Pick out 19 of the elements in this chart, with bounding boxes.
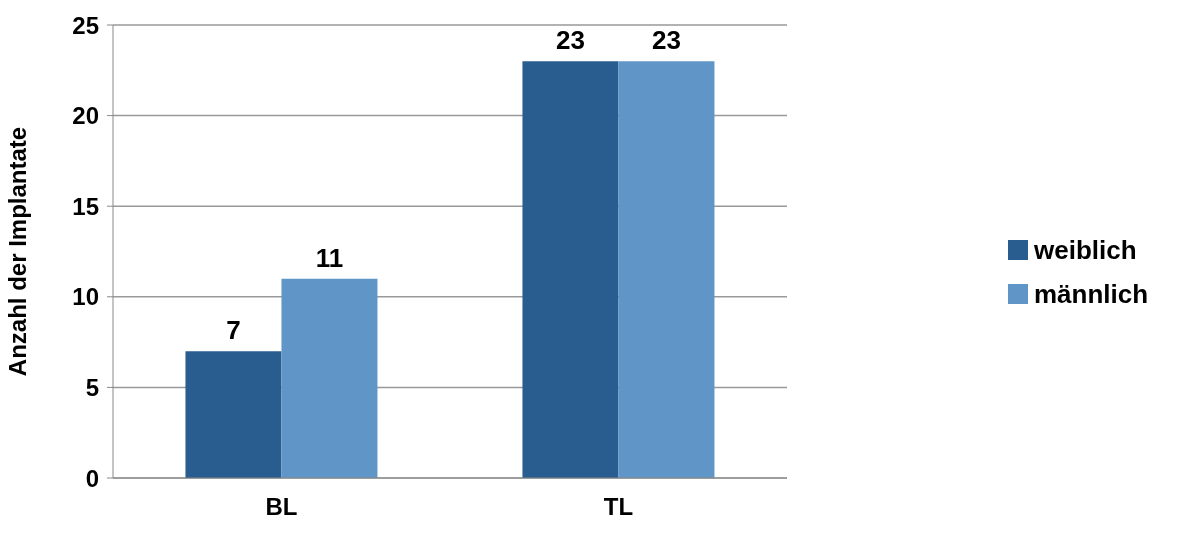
x-tick-label: BL: [265, 493, 298, 521]
data-label: 11: [315, 242, 344, 273]
x-tick-label: TL: [603, 493, 634, 521]
y-tick-label: 15: [72, 192, 99, 220]
legend-label: weiblich: [1034, 234, 1137, 266]
bar: [618, 61, 715, 478]
y-tick-label: 10: [72, 283, 99, 311]
bar: [185, 351, 282, 478]
y-tick-label: 20: [72, 102, 99, 130]
y-tick-label: 5: [85, 373, 99, 401]
y-axis-title: Anzahl der Implantate: [3, 126, 31, 377]
data-label: 23: [555, 25, 585, 56]
y-tick-label: 0: [85, 464, 99, 492]
data-label: 23: [651, 25, 681, 56]
legend-label: männlich: [1034, 278, 1149, 310]
y-tick-label: 25: [72, 11, 99, 39]
bar: [281, 278, 378, 478]
bar: [522, 61, 619, 478]
data-label: 7: [226, 315, 241, 346]
